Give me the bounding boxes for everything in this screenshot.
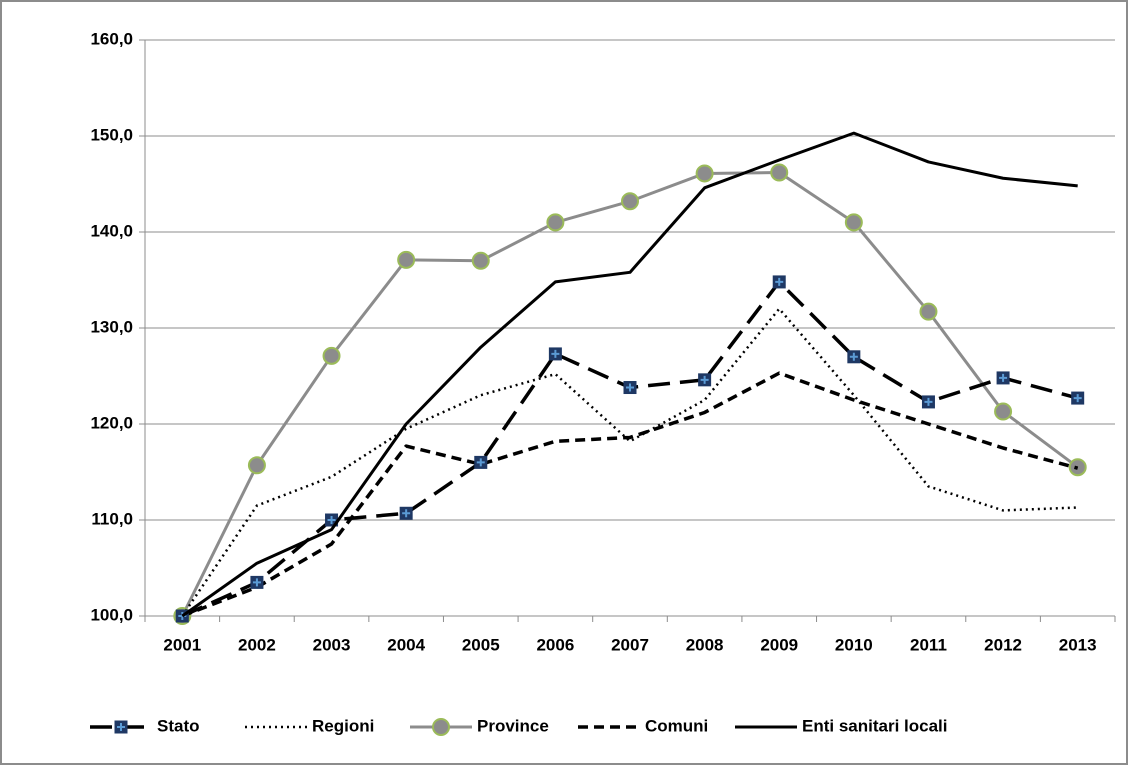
x-tick-label: 2012: [984, 635, 1022, 654]
x-tick-label: 2005: [462, 635, 500, 654]
y-tick-label: 140,0: [90, 221, 133, 240]
x-tick-label: 2009: [760, 635, 798, 654]
x-tick-label: 2007: [611, 635, 649, 654]
legend-label: Enti sanitari locali: [802, 716, 948, 735]
x-tick-label: 2011: [910, 635, 947, 654]
data-point-cross: [626, 383, 634, 392]
data-point: [397, 250, 416, 269]
data-point-cross: [700, 375, 709, 384]
data-point: [247, 456, 266, 475]
legend-marker: [432, 718, 450, 736]
data-point-cross: [999, 373, 1008, 382]
data-point-cross: [924, 397, 933, 406]
data-point: [546, 213, 565, 232]
legend-marker-cross: [117, 723, 125, 731]
data-point: [770, 163, 789, 182]
y-tick-label: 160,0: [90, 29, 133, 48]
y-tick-label: 150,0: [90, 125, 133, 144]
series-line: [181, 371, 1079, 618]
x-tick-label: 2010: [835, 635, 873, 654]
data-point: [919, 302, 938, 321]
data-point: [471, 251, 490, 270]
data-point: [994, 402, 1013, 421]
data-point-cross: [1073, 394, 1082, 403]
y-tick-label: 110,0: [91, 509, 133, 528]
x-tick-label: 2008: [686, 635, 724, 654]
data-point-cross: [252, 578, 261, 587]
data-point-cross: [775, 277, 784, 286]
x-tick-label: 2003: [313, 635, 351, 654]
data-point: [844, 213, 863, 232]
x-tick-label: 2006: [536, 635, 574, 654]
x-tick-label: 2001: [163, 635, 201, 654]
data-point-cross: [327, 516, 336, 524]
data-point-cross: [849, 352, 858, 361]
x-tick-label: 2004: [387, 635, 425, 654]
y-tick-label: 120,0: [90, 413, 133, 432]
data-point-cross: [402, 509, 411, 518]
legend-label: Regioni: [312, 716, 374, 735]
data-point-cross: [551, 349, 560, 358]
data-point: [322, 346, 341, 365]
series-line: [181, 307, 1078, 617]
y-tick-label: 130,0: [90, 317, 133, 336]
series-line: [181, 131, 1078, 618]
data-point-cross: [476, 458, 485, 467]
x-tick-label: 2002: [238, 635, 276, 654]
legend-label: Comuni: [645, 716, 708, 735]
y-tick-label: 100,0: [90, 605, 133, 624]
legend-label: Stato: [157, 716, 200, 735]
data-point: [695, 164, 714, 183]
legend-label: Province: [477, 716, 549, 735]
x-tick-label: 2013: [1059, 635, 1097, 654]
data-point: [621, 192, 639, 211]
